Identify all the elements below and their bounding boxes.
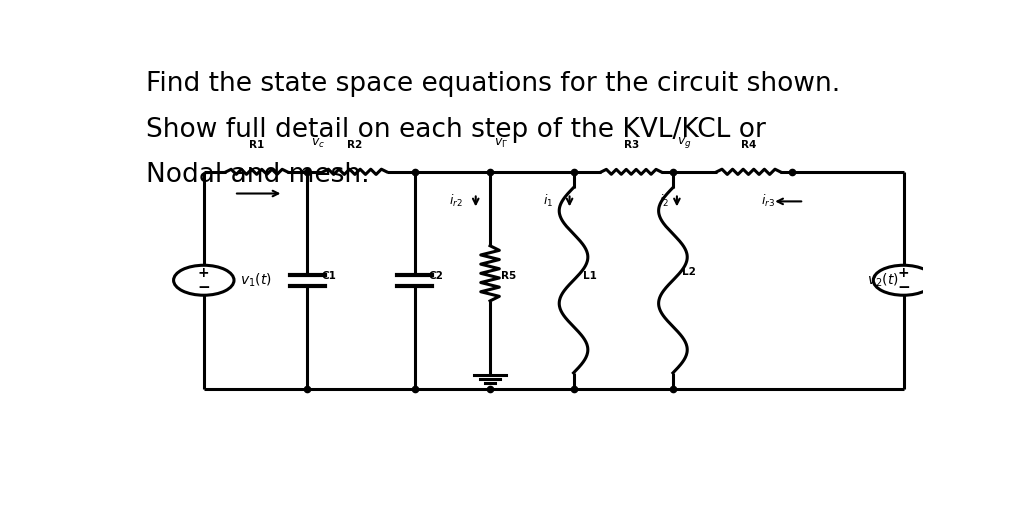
- Text: $i_{r3}$: $i_{r3}$: [760, 194, 775, 209]
- Text: +: +: [198, 266, 209, 280]
- Text: $v_\Gamma$: $v_\Gamma$: [495, 137, 508, 150]
- Text: R1: R1: [249, 140, 265, 150]
- Text: −: −: [897, 280, 910, 295]
- Text: $v_g$: $v_g$: [677, 135, 692, 150]
- Text: +: +: [898, 266, 909, 280]
- Text: Find the state space equations for the circuit shown.: Find the state space equations for the c…: [146, 71, 840, 97]
- Text: Show full detail on each step of the KVL/KCL or: Show full detail on each step of the KVL…: [146, 117, 765, 143]
- Text: $i_{r2}$: $i_{r2}$: [448, 194, 462, 209]
- Text: C1: C1: [321, 271, 337, 281]
- Text: R4: R4: [741, 140, 756, 150]
- Text: R2: R2: [347, 140, 362, 150]
- Text: Nodal and mesh.: Nodal and mesh.: [146, 162, 369, 188]
- Text: C2: C2: [429, 271, 443, 281]
- Text: $i_1$: $i_1$: [544, 194, 554, 209]
- Text: L1: L1: [583, 271, 597, 281]
- Text: $v_1(t)$: $v_1(t)$: [240, 271, 272, 289]
- Text: −: −: [197, 280, 210, 295]
- Text: R3: R3: [624, 140, 639, 150]
- Text: L2: L2: [682, 267, 697, 278]
- Text: $v_2(t)$: $v_2(t)$: [867, 271, 899, 289]
- Text: R5: R5: [501, 271, 516, 281]
- Text: $i_2$: $i_2$: [659, 194, 669, 209]
- Text: $v_c$: $v_c$: [311, 137, 325, 150]
